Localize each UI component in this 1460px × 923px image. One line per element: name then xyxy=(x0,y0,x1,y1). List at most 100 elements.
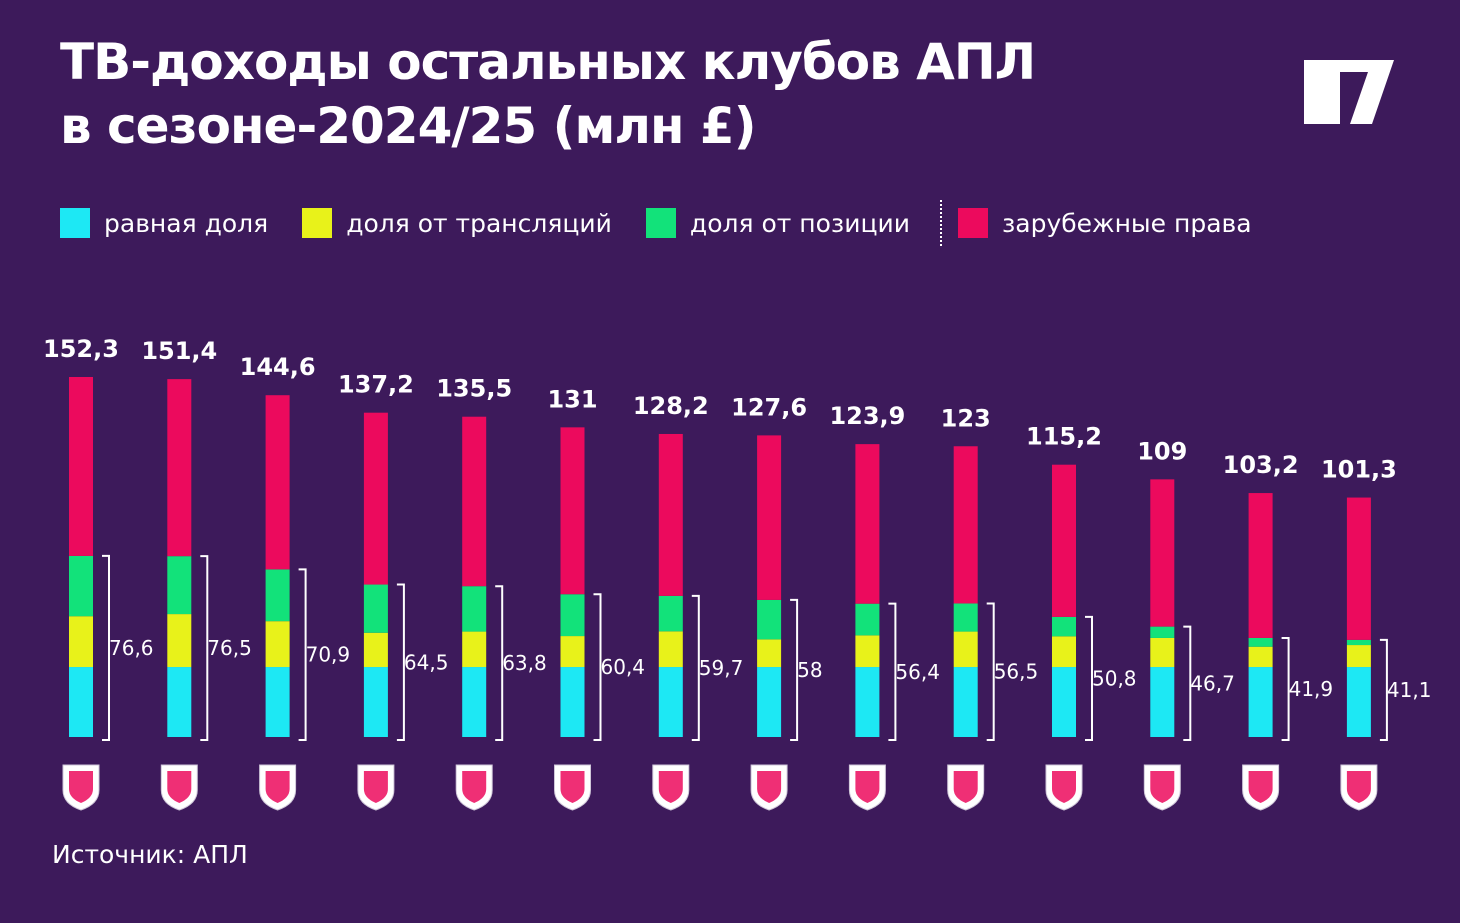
domestic-label-west-ham: 56,5 xyxy=(994,660,1039,684)
total-label-forest: 144,6 xyxy=(240,353,316,381)
bar-segment-broadcast_share-ipswich xyxy=(1248,646,1273,668)
bar-segment-equal_share-fulham xyxy=(757,667,782,737)
legend-swatch-merit-share xyxy=(645,208,676,238)
legend-item-merit-share: доля от позиции xyxy=(645,208,910,238)
bar-segment-overseas_rights-aston-villa xyxy=(167,379,192,557)
bar-segment-equal_share-forest xyxy=(265,667,290,737)
domestic-label-leicester: 46,7 xyxy=(1190,671,1235,695)
bar-segment-broadcast_share-everton xyxy=(855,635,880,668)
bar-group-brighton: 137,2 64,5 xyxy=(338,371,449,811)
bar-segment-overseas_rights-forest xyxy=(265,395,290,570)
total-label-wolves: 115,2 xyxy=(1026,423,1102,451)
domestic-label-everton: 56,4 xyxy=(895,660,940,684)
brighton-crest-icon xyxy=(357,764,395,811)
domestic-bracket-newcastle xyxy=(102,554,110,741)
bar-segment-broadcast_share-wolves xyxy=(1052,636,1076,668)
bar-segment-merit_share-leicester xyxy=(1150,626,1175,638)
brand-logo-icon xyxy=(1304,60,1394,124)
bar-segment-equal_share-wolves xyxy=(1052,667,1076,737)
bar-segment-overseas_rights-newcastle xyxy=(69,377,93,556)
bar-segment-broadcast_share-fulham xyxy=(757,639,782,668)
bar-segment-merit_share-southampton xyxy=(1346,639,1371,646)
bar-group-everton: 123,9 56,4 xyxy=(829,402,940,811)
bar-group-forest: 144,6 70,9 xyxy=(240,353,350,811)
total-label-ipswich: 103,2 xyxy=(1223,451,1299,479)
everton-crest-icon xyxy=(848,764,886,811)
source-note: Источник: АПЛ xyxy=(52,840,248,869)
aston-villa-crest-icon xyxy=(160,764,198,811)
legend-swatch-overseas-rights xyxy=(957,208,988,238)
domestic-label-crystal-palace: 59,7 xyxy=(699,656,744,680)
chart-title: ТВ-доходы остальных клубов АПЛ в сезоне-… xyxy=(60,30,1036,158)
legend-swatch-equal-share xyxy=(60,208,90,238)
bar-segment-equal_share-bournemouth xyxy=(462,667,487,737)
bar-segment-broadcast_share-southampton xyxy=(1346,645,1371,668)
bar-segment-merit_share-west-ham xyxy=(953,603,978,632)
domestic-label-newcastle: 76,6 xyxy=(109,636,154,660)
domestic-bracket-everton xyxy=(888,602,897,741)
bar-segment-broadcast_share-bournemouth xyxy=(462,631,487,668)
bar-segment-broadcast_share-crystal-palace xyxy=(658,631,683,668)
bar-group-west-ham: 123 56,5 xyxy=(941,404,1039,811)
forest-crest-icon xyxy=(259,764,297,811)
bar-segment-merit_share-newcastle xyxy=(69,555,93,617)
legend-label-equal-share: равная доля xyxy=(104,208,269,238)
bar-group-wolves: 115,2 50,8 xyxy=(1026,423,1137,811)
total-label-aston-villa: 151,4 xyxy=(141,337,217,365)
domestic-bracket-bournemouth xyxy=(495,585,504,741)
bar-segment-merit_share-fulham xyxy=(757,599,782,640)
bar-segment-overseas_rights-everton xyxy=(855,444,880,604)
brentford-crest-icon xyxy=(554,764,591,811)
bar-group-southampton: 101,3 41,1 xyxy=(1321,456,1432,811)
domestic-label-ipswich: 41,9 xyxy=(1289,677,1334,701)
bournemouth-crest-icon xyxy=(455,764,493,811)
domestic-bracket-west-ham xyxy=(986,602,995,741)
total-label-newcastle: 152,3 xyxy=(43,335,119,363)
ipswich-crest-icon xyxy=(1242,764,1280,811)
domestic-label-brentford: 60,4 xyxy=(601,655,646,679)
bar-group-aston-villa: 151,4 76,5 xyxy=(141,337,252,811)
bar-segment-overseas_rights-brighton xyxy=(363,412,388,585)
total-label-crystal-palace: 128,2 xyxy=(633,392,709,420)
total-label-west-ham: 123 xyxy=(941,404,991,432)
bar-segment-broadcast_share-forest xyxy=(265,621,290,668)
bar-segment-equal_share-west-ham xyxy=(953,667,978,737)
bar-segment-equal_share-brentford xyxy=(560,667,585,737)
domestic-bracket-crystal-palace xyxy=(691,594,700,741)
domestic-label-southampton: 41,1 xyxy=(1387,678,1432,702)
bar-group-ipswich: 103,2 41,9 xyxy=(1223,451,1334,811)
legend-label-overseas-rights: зарубежные права xyxy=(1001,208,1252,238)
bar-segment-broadcast_share-west-ham xyxy=(953,631,978,668)
fulham-crest-icon xyxy=(750,764,788,811)
total-label-leicester: 109 xyxy=(1137,437,1187,465)
bar-segment-overseas_rights-ipswich xyxy=(1248,493,1273,638)
domestic-bracket-fulham xyxy=(790,598,799,741)
bar-segment-equal_share-southampton xyxy=(1346,667,1371,737)
west-ham-crest-icon xyxy=(947,764,985,811)
bar-segment-equal_share-aston-villa xyxy=(167,667,192,737)
domestic-bracket-brentford xyxy=(593,593,602,741)
bar-segment-equal_share-ipswich xyxy=(1248,667,1273,737)
southampton-crest-icon xyxy=(1340,764,1378,811)
total-label-brighton: 137,2 xyxy=(338,371,414,399)
bar-segment-overseas_rights-leicester xyxy=(1150,479,1175,627)
domestic-bracket-brighton xyxy=(396,583,405,741)
bar-segment-merit_share-brighton xyxy=(363,584,388,633)
bar-segment-broadcast_share-leicester xyxy=(1150,637,1175,668)
bar-segment-equal_share-crystal-palace xyxy=(658,667,683,737)
domestic-label-fulham: 58 xyxy=(797,658,822,682)
bar-group-newcastle: 152,3 76,6 xyxy=(43,335,154,811)
wolves-crest-icon xyxy=(1045,764,1083,811)
total-label-bournemouth: 135,5 xyxy=(436,375,512,403)
domestic-label-brighton: 64,5 xyxy=(404,650,449,674)
bar-group-bournemouth: 135,5 63,8 xyxy=(436,375,547,811)
legend-separator xyxy=(939,200,942,246)
bar-segment-overseas_rights-wolves xyxy=(1052,464,1076,617)
total-label-fulham: 127,6 xyxy=(731,393,807,421)
bar-segment-merit_share-brentford xyxy=(560,594,585,637)
bar-segment-merit_share-crystal-palace xyxy=(658,595,683,632)
domestic-label-aston-villa: 76,5 xyxy=(207,636,252,660)
bar-segment-merit_share-everton xyxy=(855,603,880,636)
bar-segment-merit_share-bournemouth xyxy=(462,586,487,632)
